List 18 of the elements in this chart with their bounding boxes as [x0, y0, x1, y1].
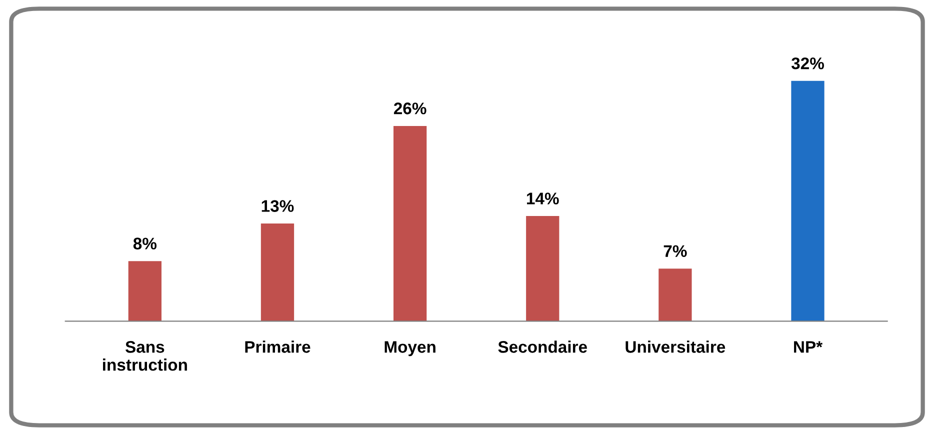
x-tick-label: Primaire — [245, 340, 310, 353]
data-label: 7% — [664, 245, 687, 257]
bar — [260, 224, 294, 322]
data-label: 8% — [133, 238, 157, 250]
x-tick-label: Moyen — [384, 341, 436, 356]
data-label: 32% — [791, 57, 824, 70]
bar — [526, 216, 560, 322]
bar — [128, 261, 162, 322]
bar — [791, 80, 824, 322]
x-tick-label: Sans instruction — [103, 341, 187, 371]
data-label: 14% — [526, 192, 559, 204]
bar — [658, 268, 692, 322]
data-label: 13% — [262, 200, 294, 212]
bar — [393, 126, 427, 322]
data-label: 26% — [394, 102, 426, 114]
x-tick-label: NP* — [794, 341, 823, 353]
x-tick-label: Universitaire — [626, 340, 726, 353]
x-tick-label: Secondaire — [498, 340, 587, 353]
